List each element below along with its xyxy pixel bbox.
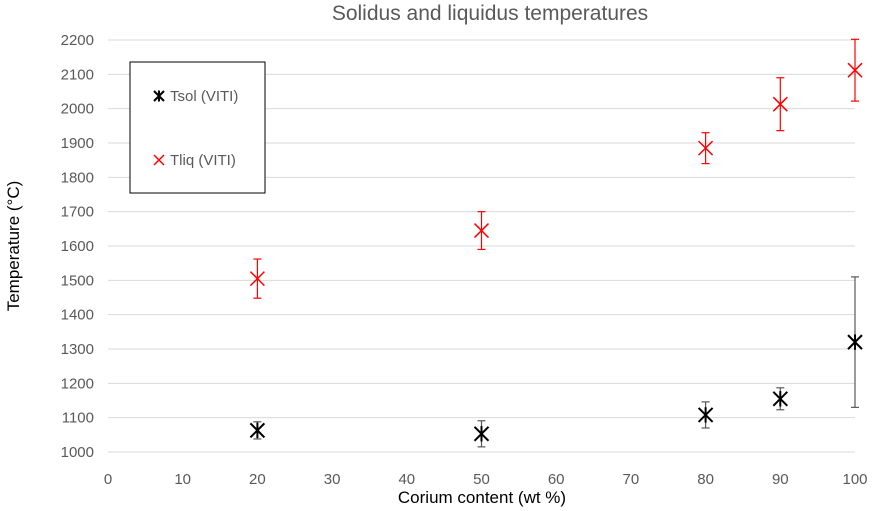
x-tick-label: 50 bbox=[473, 471, 490, 488]
x-tick-label: 10 bbox=[174, 471, 191, 488]
y-tick-label: 1000 bbox=[61, 444, 94, 461]
y-tick-label: 2000 bbox=[61, 101, 94, 118]
y-axis-title: Temperature (°C) bbox=[4, 181, 23, 312]
legend-marker-tliq bbox=[153, 154, 165, 166]
x-tick-label: 60 bbox=[548, 471, 565, 488]
tliq-point bbox=[847, 62, 863, 78]
plot-area bbox=[249, 38, 863, 448]
y-tick-label: 1900 bbox=[61, 135, 94, 152]
y-tick-label: 1800 bbox=[61, 169, 94, 186]
x-tick-label: 0 bbox=[104, 471, 112, 488]
tliq-point bbox=[249, 271, 265, 287]
tsol-point bbox=[772, 391, 789, 407]
legend-box bbox=[129, 61, 266, 194]
legend-marker-tsol bbox=[153, 90, 165, 102]
x-axis-title: Corium content (wt %) bbox=[398, 488, 566, 507]
y-tick-label: 2100 bbox=[61, 66, 94, 83]
y-tick-label: 2200 bbox=[61, 32, 94, 49]
x-tick-label: 40 bbox=[398, 471, 415, 488]
tsol-point bbox=[249, 422, 266, 439]
x-tick-label: 80 bbox=[697, 471, 714, 488]
tliq-point bbox=[473, 223, 490, 239]
tsol-point bbox=[847, 334, 863, 350]
y-tick-label: 1400 bbox=[61, 307, 94, 324]
x-axis-ticks: 0 10 20 30 40 50 60 70 80 90 100 bbox=[104, 471, 868, 488]
legend-label: Tliq (VITI) bbox=[170, 152, 236, 169]
x-tick-label: 90 bbox=[772, 471, 789, 488]
x-tick-label: 70 bbox=[623, 471, 640, 488]
y-tick-label: 1200 bbox=[61, 375, 94, 392]
tliq-point bbox=[772, 96, 788, 112]
legend-label: Tsol (VITI) bbox=[170, 88, 238, 105]
tliq-point bbox=[698, 140, 714, 156]
x-tick-label: 20 bbox=[249, 471, 266, 488]
chart-title: Solidus and liquidus temperatures bbox=[332, 2, 648, 25]
x-tick-label: 100 bbox=[842, 471, 867, 488]
y-tick-label: 1100 bbox=[62, 410, 94, 427]
y-axis-ticks: 1000 1100 1200 1300 1400 1500 1600 1700 1800 1900… bbox=[61, 32, 94, 461]
y-tick-label: 1600 bbox=[61, 238, 94, 255]
tsol-point bbox=[473, 426, 490, 442]
legend: Tsol (VITI) Tliq (VITI) bbox=[129, 61, 266, 194]
y-tick-label: 1700 bbox=[61, 204, 94, 221]
tsol-point bbox=[697, 407, 714, 423]
y-tick-label: 1500 bbox=[61, 272, 94, 289]
x-tick-label: 30 bbox=[324, 471, 341, 488]
y-tick-label: 1300 bbox=[61, 341, 94, 358]
